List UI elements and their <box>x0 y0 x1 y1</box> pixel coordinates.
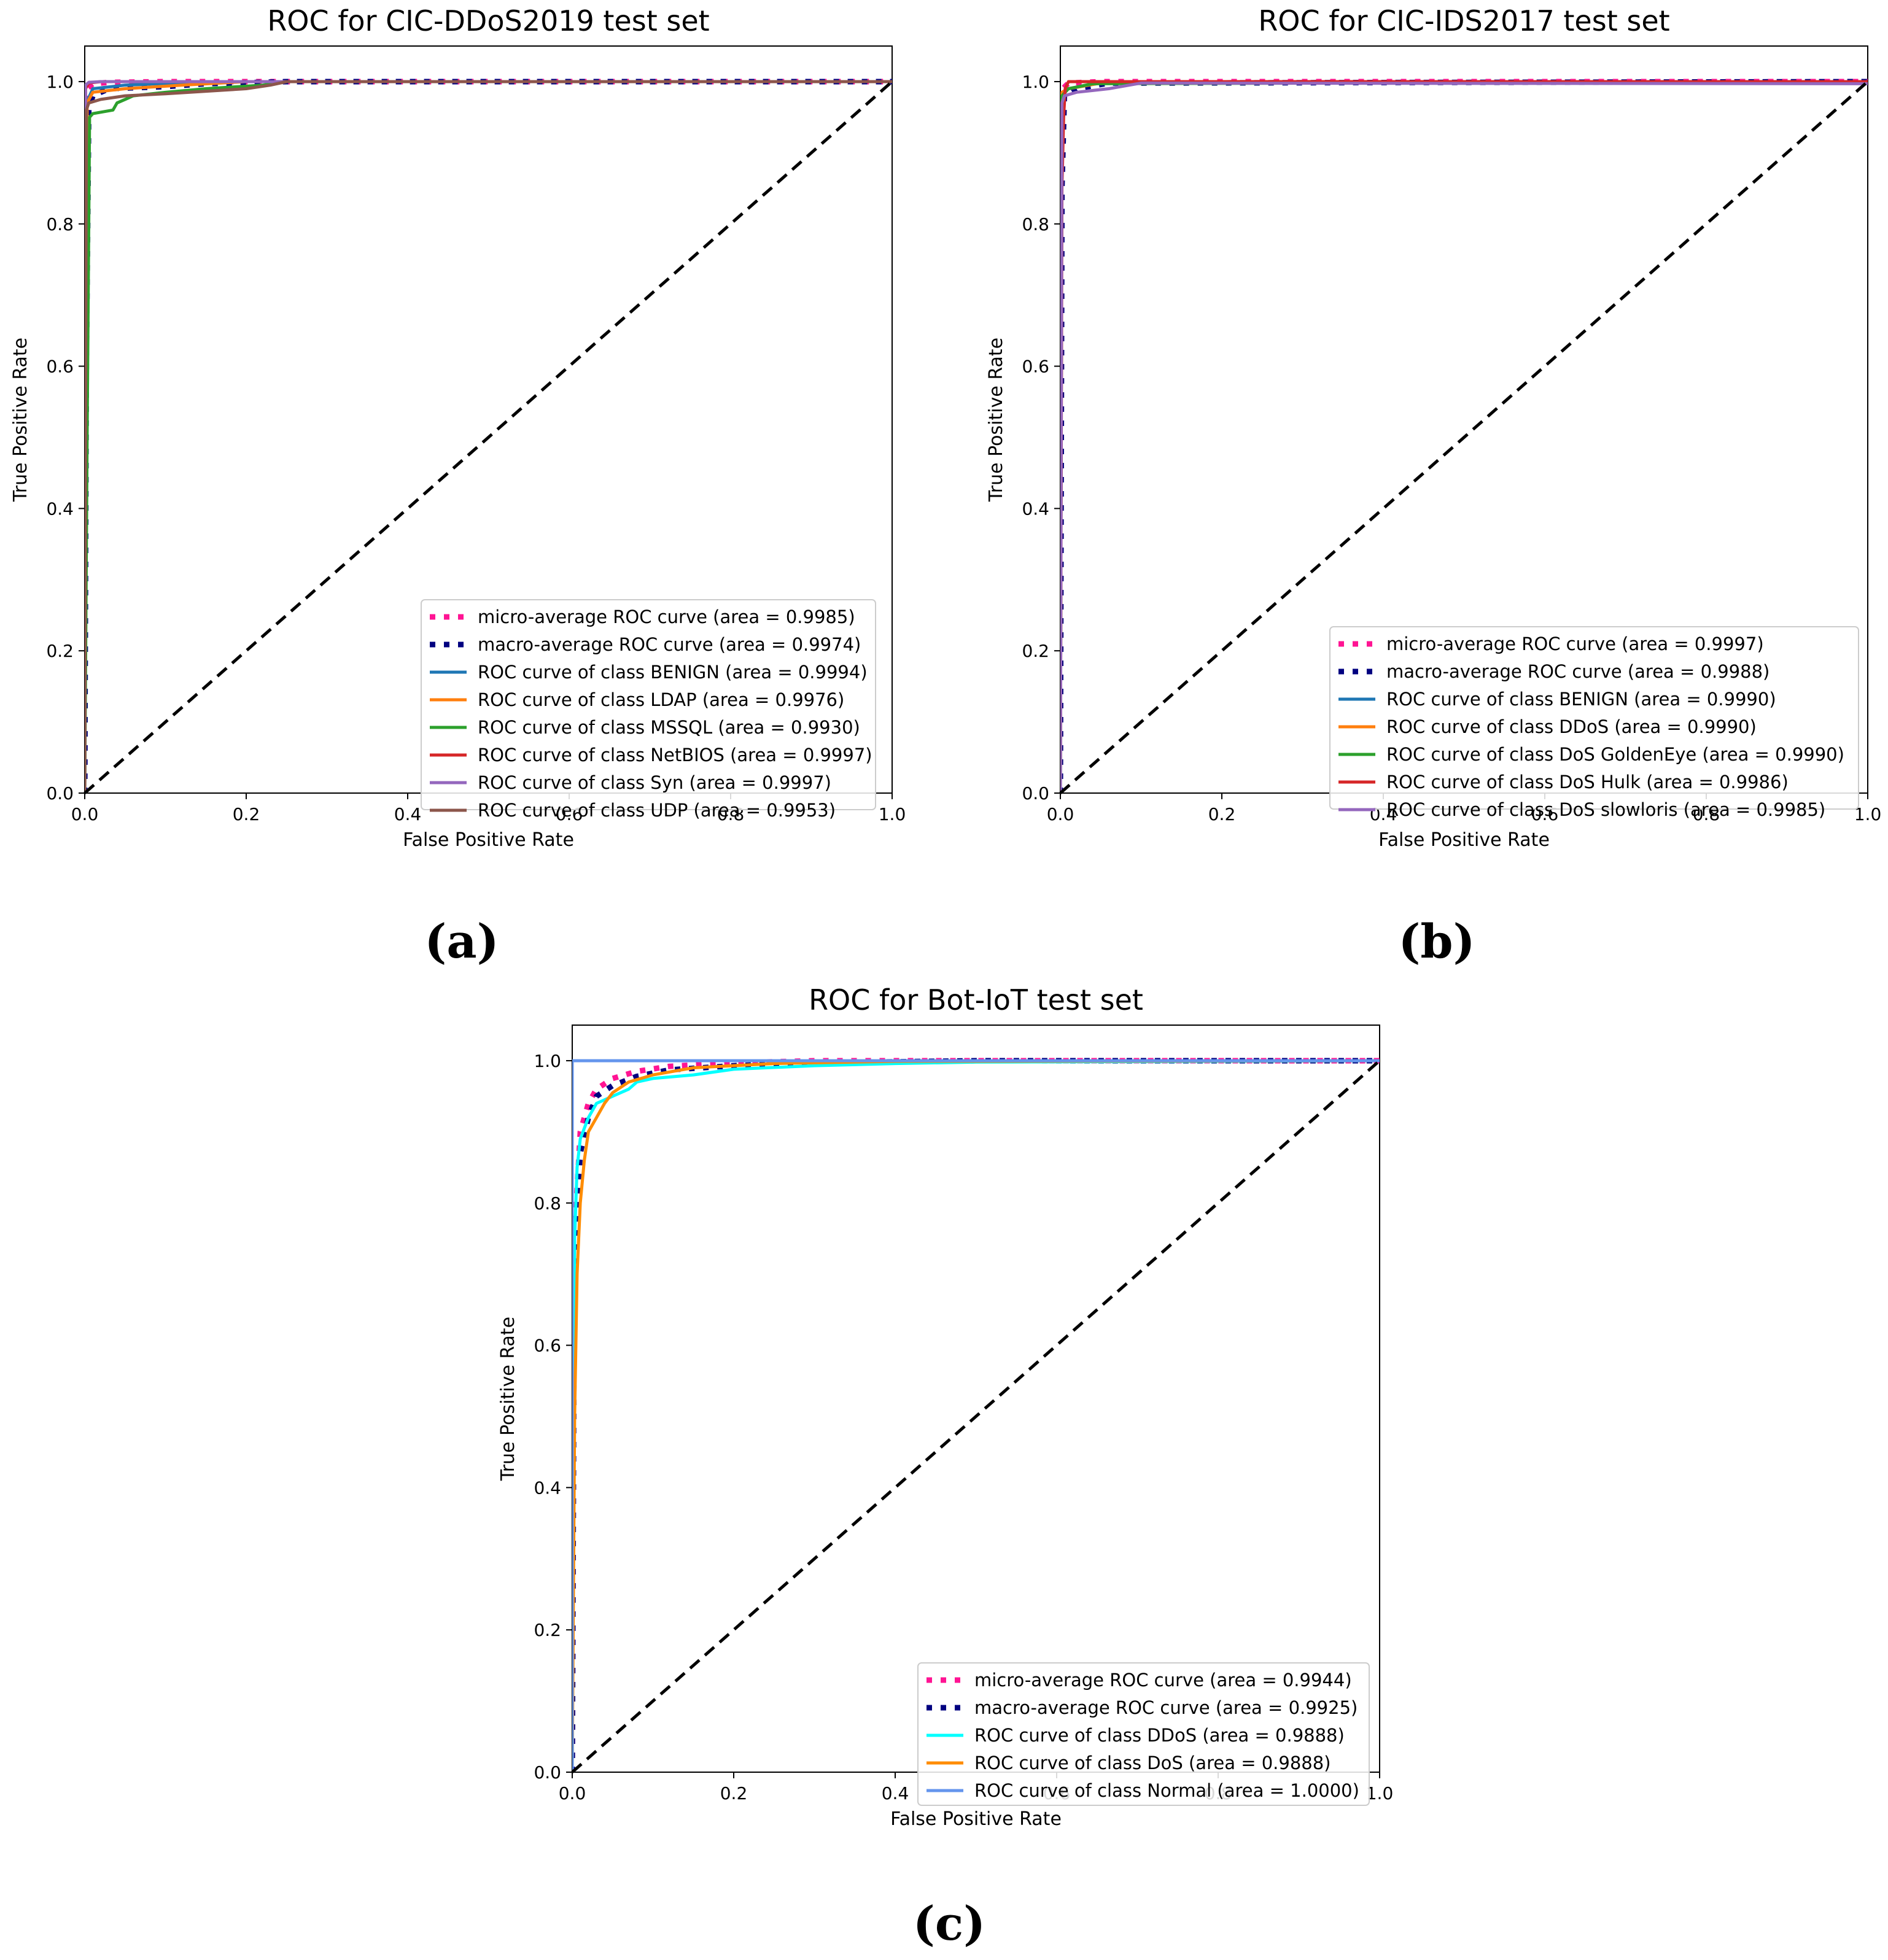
series-group <box>85 79 892 793</box>
legend-entry-1: micro-average ROC curve (area = 0.9944) <box>974 1670 1352 1691</box>
legend-entry-2: macro-average ROC curve (area = 0.9974) <box>478 634 861 655</box>
legend-entry-5: ROC curve of class Normal (area = 1.0000… <box>974 1780 1359 1801</box>
x-tick-label: 1.0 <box>1854 804 1882 824</box>
series-line-1 <box>572 1058 1380 1772</box>
panel-label: (c) <box>913 1896 985 1951</box>
y-tick-label: 1.0 <box>534 1051 561 1071</box>
chart-title: ROC for CIC-DDoS2019 test set <box>267 4 709 37</box>
plot-frame <box>572 1025 1380 1773</box>
series-line-5 <box>572 1059 1380 1772</box>
x-tick-label: 0.4 <box>882 1783 909 1803</box>
legend-entry-6: ROC curve of class NetBIOS (area = 0.999… <box>478 745 872 765</box>
y-tick-label: 0.4 <box>46 498 74 519</box>
y-axis-label: True Positive Rate <box>497 1317 519 1481</box>
legend: micro-average ROC curve (area = 0.9944) m… <box>917 1662 1370 1806</box>
legend-entry-6: ROC curve of class DoS Hulk (area = 0.99… <box>1386 772 1789 792</box>
panel-label: (a) <box>424 914 499 969</box>
series-line-7 <box>1060 81 1868 793</box>
x-tick-label: 1.0 <box>879 804 906 824</box>
legend-entry-1: micro-average ROC curve (area = 0.9997) <box>1386 633 1764 654</box>
x-tick-label: 0.2 <box>720 1783 748 1803</box>
x-axis-label: False Positive Rate <box>1378 829 1550 851</box>
chart-title: ROC for CIC-IDS2017 test set <box>1258 4 1669 37</box>
y-tick-label: 0.8 <box>1022 214 1049 234</box>
chance-diagonal <box>1059 80 1869 794</box>
y-tick-label: 0.0 <box>534 1762 561 1783</box>
chance-diagonal <box>84 80 893 794</box>
legend-box <box>1329 626 1859 810</box>
series-line-3 <box>572 1059 1380 1772</box>
legend-entry-4: ROC curve of class DDoS (area = 0.9990) <box>1386 716 1757 737</box>
legend-entry-5: ROC curve of class MSSQL (area = 0.9930) <box>478 717 860 738</box>
x-tick-label: 1.0 <box>1366 1783 1394 1803</box>
y-tick-label: 0.0 <box>46 783 74 804</box>
series-group <box>572 1058 1380 1772</box>
legend-entry-3: ROC curve of class DDoS (area = 0.9888) <box>974 1725 1345 1746</box>
legend-entry-7: ROC curve of class Syn (area = 0.9997) <box>478 772 831 793</box>
x-axis-label: False Positive Rate <box>403 829 574 851</box>
y-tick-label: 0.0 <box>1022 783 1049 804</box>
legend-entry-4: ROC curve of class DoS (area = 0.9888) <box>974 1753 1331 1773</box>
y-tick-label: 0.8 <box>534 1193 561 1214</box>
x-axis-label: False Positive Rate <box>890 1808 1062 1830</box>
legend-entry-2: macro-average ROC curve (area = 0.9925) <box>974 1697 1358 1718</box>
legend-entry-3: ROC curve of class BENIGN (area = 0.9994… <box>478 662 868 683</box>
y-tick-label: 0.6 <box>534 1336 561 1356</box>
x-tick-label: 0.0 <box>559 1783 586 1803</box>
y-tick-label: 0.4 <box>1022 498 1049 519</box>
legend-entry-4: ROC curve of class LDAP (area = 0.9976) <box>478 689 844 710</box>
y-tick-label: 0.8 <box>46 214 74 234</box>
y-tick-label: 0.4 <box>534 1478 561 1498</box>
legend-entry-5: ROC curve of class DoS GoldenEye (area =… <box>1386 744 1844 765</box>
x-tick-label: 0.2 <box>1208 804 1236 824</box>
series-group <box>1060 79 1868 793</box>
chance-diagonal <box>571 1059 1381 1773</box>
y-axis-label: True Positive Rate <box>10 338 31 502</box>
chart-panel-3: ROC for Bot-IoT test set 0.0 0.2 0.4 0.6 0.8 1… <box>497 983 1393 1951</box>
x-tick-label: 0.4 <box>394 804 422 824</box>
legend-entry-7: ROC curve of class DoS slowloris (area =… <box>1386 799 1825 820</box>
series-line-8 <box>85 80 892 793</box>
y-axis-label: True Positive Rate <box>985 338 1007 502</box>
y-tick-label: 0.6 <box>1022 357 1049 377</box>
chart-title: ROC for Bot-IoT test set <box>809 983 1143 1017</box>
legend-box <box>917 1662 1370 1806</box>
legend-entry-3: ROC curve of class BENIGN (area = 0.9990… <box>1386 689 1776 710</box>
y-tick-label: 0.2 <box>534 1620 561 1640</box>
legend: micro-average ROC curve (area = 0.9985) m… <box>421 599 876 821</box>
y-tick-label: 0.2 <box>46 641 74 661</box>
legend-entry-1: micro-average ROC curve (area = 0.9985) <box>478 606 855 627</box>
y-tick-label: 0.6 <box>46 357 74 377</box>
legend-box <box>421 599 876 810</box>
legend-entry-2: macro-average ROC curve (area = 0.9988) <box>1386 661 1770 682</box>
x-tick-label: 0.2 <box>233 804 260 824</box>
panel-label: (b) <box>1398 914 1475 969</box>
y-tick-label: 1.0 <box>46 72 74 92</box>
y-tick-label: 1.0 <box>1022 72 1049 92</box>
legend-entry-8: ROC curve of class UDP (area = 0.9953) <box>478 800 836 821</box>
chart-panel-1: ROC for CIC-DDoS2019 test set 0.0 0.2 0.4 0.… <box>10 4 906 969</box>
chart-panel-2: ROC for CIC-IDS2017 test set 0.0 0.2 0.4 0.6… <box>985 4 1881 969</box>
legend: micro-average ROC curve (area = 0.9997) m… <box>1329 626 1859 820</box>
series-line-4 <box>572 1059 1380 1772</box>
x-tick-label: 0.0 <box>71 804 99 824</box>
y-tick-label: 0.2 <box>1022 641 1049 661</box>
x-tick-label: 0.0 <box>1047 804 1074 824</box>
